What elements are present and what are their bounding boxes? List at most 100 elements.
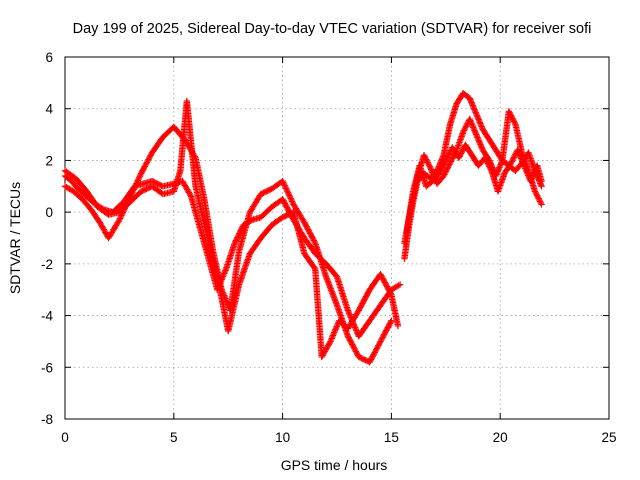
data-point xyxy=(140,166,147,173)
data-point xyxy=(135,175,142,183)
data-point xyxy=(424,159,431,166)
axis-ticks: 0 5 10 15 20 25 -8 -6 -4 -2 0 2 4 6 xyxy=(41,50,617,445)
data-point xyxy=(379,334,386,341)
data-point xyxy=(538,201,545,208)
data-point xyxy=(310,237,317,244)
data-point xyxy=(280,179,287,186)
data-point xyxy=(280,198,288,206)
x-tick-label: 5 xyxy=(170,430,178,445)
data-point xyxy=(334,321,341,329)
data-point xyxy=(456,153,463,160)
data-point xyxy=(284,188,291,195)
data-point xyxy=(350,344,357,351)
data-point xyxy=(140,164,148,172)
data-point xyxy=(308,233,315,240)
data-point xyxy=(442,157,449,164)
data-point xyxy=(280,180,288,188)
data-point xyxy=(281,200,288,207)
data-point xyxy=(128,190,135,197)
data-point xyxy=(482,156,489,163)
data-point xyxy=(368,354,376,362)
data-point xyxy=(221,268,228,276)
data-point xyxy=(309,235,317,243)
data-point xyxy=(344,333,352,340)
data-point xyxy=(388,317,395,324)
data-point xyxy=(187,192,194,199)
data-point xyxy=(289,199,296,207)
data-point xyxy=(510,154,518,161)
data-point xyxy=(506,109,513,116)
data-point xyxy=(332,326,339,333)
data-point xyxy=(371,349,378,356)
y-tick-label: 2 xyxy=(45,153,53,168)
data-point xyxy=(145,154,153,162)
data-point xyxy=(447,158,455,165)
data-point xyxy=(510,155,517,162)
data-point xyxy=(332,324,340,332)
data-point xyxy=(455,154,463,162)
data-point xyxy=(443,155,450,163)
data-point xyxy=(357,303,365,310)
data-points xyxy=(61,90,545,366)
data-point xyxy=(117,213,124,221)
data-point xyxy=(446,159,454,167)
data-point xyxy=(345,334,352,341)
data-point xyxy=(362,293,370,300)
data-point xyxy=(423,157,431,165)
data-point xyxy=(508,158,516,165)
data-point xyxy=(379,275,386,282)
data-point xyxy=(385,323,392,330)
data-point xyxy=(375,342,382,349)
data-point xyxy=(282,201,289,208)
data-point xyxy=(386,288,394,296)
data-point xyxy=(306,230,314,237)
data-point xyxy=(444,152,452,160)
data-point xyxy=(441,171,448,178)
data-point xyxy=(436,168,444,176)
data-point xyxy=(364,290,371,298)
data-point xyxy=(348,339,355,347)
data-point xyxy=(377,271,384,278)
data-point xyxy=(331,327,339,335)
data-point xyxy=(118,212,125,219)
data-point xyxy=(383,283,391,290)
data-point xyxy=(363,292,370,299)
data-point xyxy=(460,127,468,134)
data-point xyxy=(426,163,434,170)
data-point xyxy=(331,329,338,336)
data-point xyxy=(304,224,311,232)
data-point xyxy=(129,187,137,195)
data-point xyxy=(420,152,428,159)
data-point xyxy=(372,347,379,355)
data-point xyxy=(142,161,149,169)
data-point xyxy=(143,160,150,167)
data-point xyxy=(346,335,353,343)
data-point xyxy=(459,147,466,154)
data-point xyxy=(349,341,356,348)
data-point xyxy=(147,152,154,159)
data-point xyxy=(386,320,394,327)
data-point xyxy=(326,339,333,347)
data-point xyxy=(307,231,315,239)
data-point xyxy=(507,110,514,118)
data-point xyxy=(281,182,288,189)
data-point xyxy=(136,173,143,180)
x-tick-label: 0 xyxy=(61,430,69,445)
data-point xyxy=(386,321,393,329)
data-point xyxy=(458,148,465,156)
y-tick-label: -4 xyxy=(41,309,53,324)
data-point xyxy=(306,228,313,236)
data-point xyxy=(351,345,358,352)
data-point xyxy=(283,204,291,211)
data-point xyxy=(381,279,389,286)
data-point xyxy=(383,327,390,334)
data-point xyxy=(381,329,389,337)
data-point xyxy=(309,234,316,241)
data-point xyxy=(141,163,148,170)
data-point xyxy=(116,216,123,224)
data-point xyxy=(437,167,444,174)
data-point xyxy=(510,116,517,124)
data-point xyxy=(483,158,491,166)
data-point xyxy=(486,164,494,172)
